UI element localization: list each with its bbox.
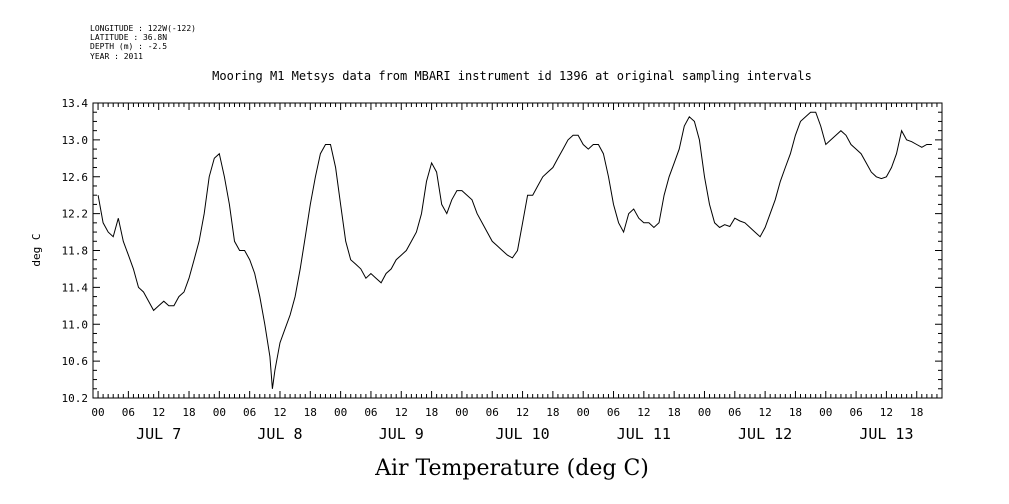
x-hour-label: 12 — [637, 406, 650, 419]
x-hour-label: 00 — [577, 406, 590, 419]
x-hour-label: 18 — [910, 406, 923, 419]
x-hour-label: 18 — [546, 406, 559, 419]
series-line-air-temperature — [97, 111, 932, 389]
x-hour-label: 18 — [789, 406, 802, 419]
x-hour-label: 12 — [516, 406, 529, 419]
x-axis: 00 06 12 18 00 06 12 18 00 06 12 18 00 06 12 18 00 06 12 18… — [91, 103, 938, 443]
depth-text: DEPTH (m) : -2.5 — [90, 42, 167, 51]
x-hour-label: 06 — [728, 406, 741, 419]
x-day-label: JUL 7 — [136, 425, 181, 443]
y-tick-label: 13.0 — [62, 134, 89, 147]
y-tick-label: 10.2 — [62, 392, 89, 405]
x-day-label: JUL 9 — [379, 425, 424, 443]
y-tick-label: 12.6 — [62, 171, 89, 184]
x-hour-label: 12 — [152, 406, 165, 419]
y-tick-label: 11.0 — [62, 318, 89, 331]
y-axis: 10.2 10.6 11.0 11.4 11.8 12.2 12.6 13.0 13.4 — [62, 97, 942, 405]
latitude-text: LATITUDE : 36.8N — [90, 33, 167, 42]
longitude-text: LONGITUDE : 122W(-122) — [90, 24, 196, 33]
y-tick-label: 11.8 — [62, 245, 89, 258]
year-text: YEAR : 2011 — [90, 52, 143, 61]
x-hour-label: 12 — [880, 406, 893, 419]
y-tick-label: 10.6 — [62, 355, 89, 368]
y-tick-label: 11.4 — [62, 281, 89, 294]
y-tick-label: 13.4 — [62, 97, 89, 110]
y-axis-label: deg C — [30, 233, 43, 266]
x-hour-label: 00 — [698, 406, 711, 419]
x-day-label: JUL 13 — [859, 425, 913, 443]
x-day-label: JUL 10 — [495, 425, 549, 443]
x-day-label: JUL 12 — [738, 425, 792, 443]
x-hour-label: 00 — [455, 406, 468, 419]
x-day-label: JUL 11 — [617, 425, 671, 443]
x-hour-label: 00 — [213, 406, 226, 419]
x-hour-label: 12 — [395, 406, 408, 419]
x-hour-label: 00 — [819, 406, 832, 419]
x-hour-label: 12 — [759, 406, 772, 419]
x-hour-label: 12 — [273, 406, 286, 419]
x-hour-label: 18 — [182, 406, 195, 419]
x-hour-label: 06 — [243, 406, 256, 419]
x-axis-title: Air Temperature (deg C) — [374, 456, 649, 481]
y-tick-label: 12.2 — [62, 208, 89, 221]
x-hour-label: 06 — [607, 406, 620, 419]
x-hour-label: 18 — [668, 406, 681, 419]
x-day-label: JUL 8 — [257, 425, 302, 443]
x-hour-label: 06 — [122, 406, 135, 419]
x-hour-label: 00 — [91, 406, 104, 419]
x-hour-label: 06 — [364, 406, 377, 419]
x-hour-label: 18 — [304, 406, 317, 419]
chart-title: Mooring M1 Metsys data from MBARI instru… — [212, 69, 812, 83]
x-hour-label: 00 — [334, 406, 347, 419]
x-hour-label: 18 — [425, 406, 438, 419]
x-hour-label: 06 — [849, 406, 862, 419]
x-hour-label: 06 — [486, 406, 499, 419]
